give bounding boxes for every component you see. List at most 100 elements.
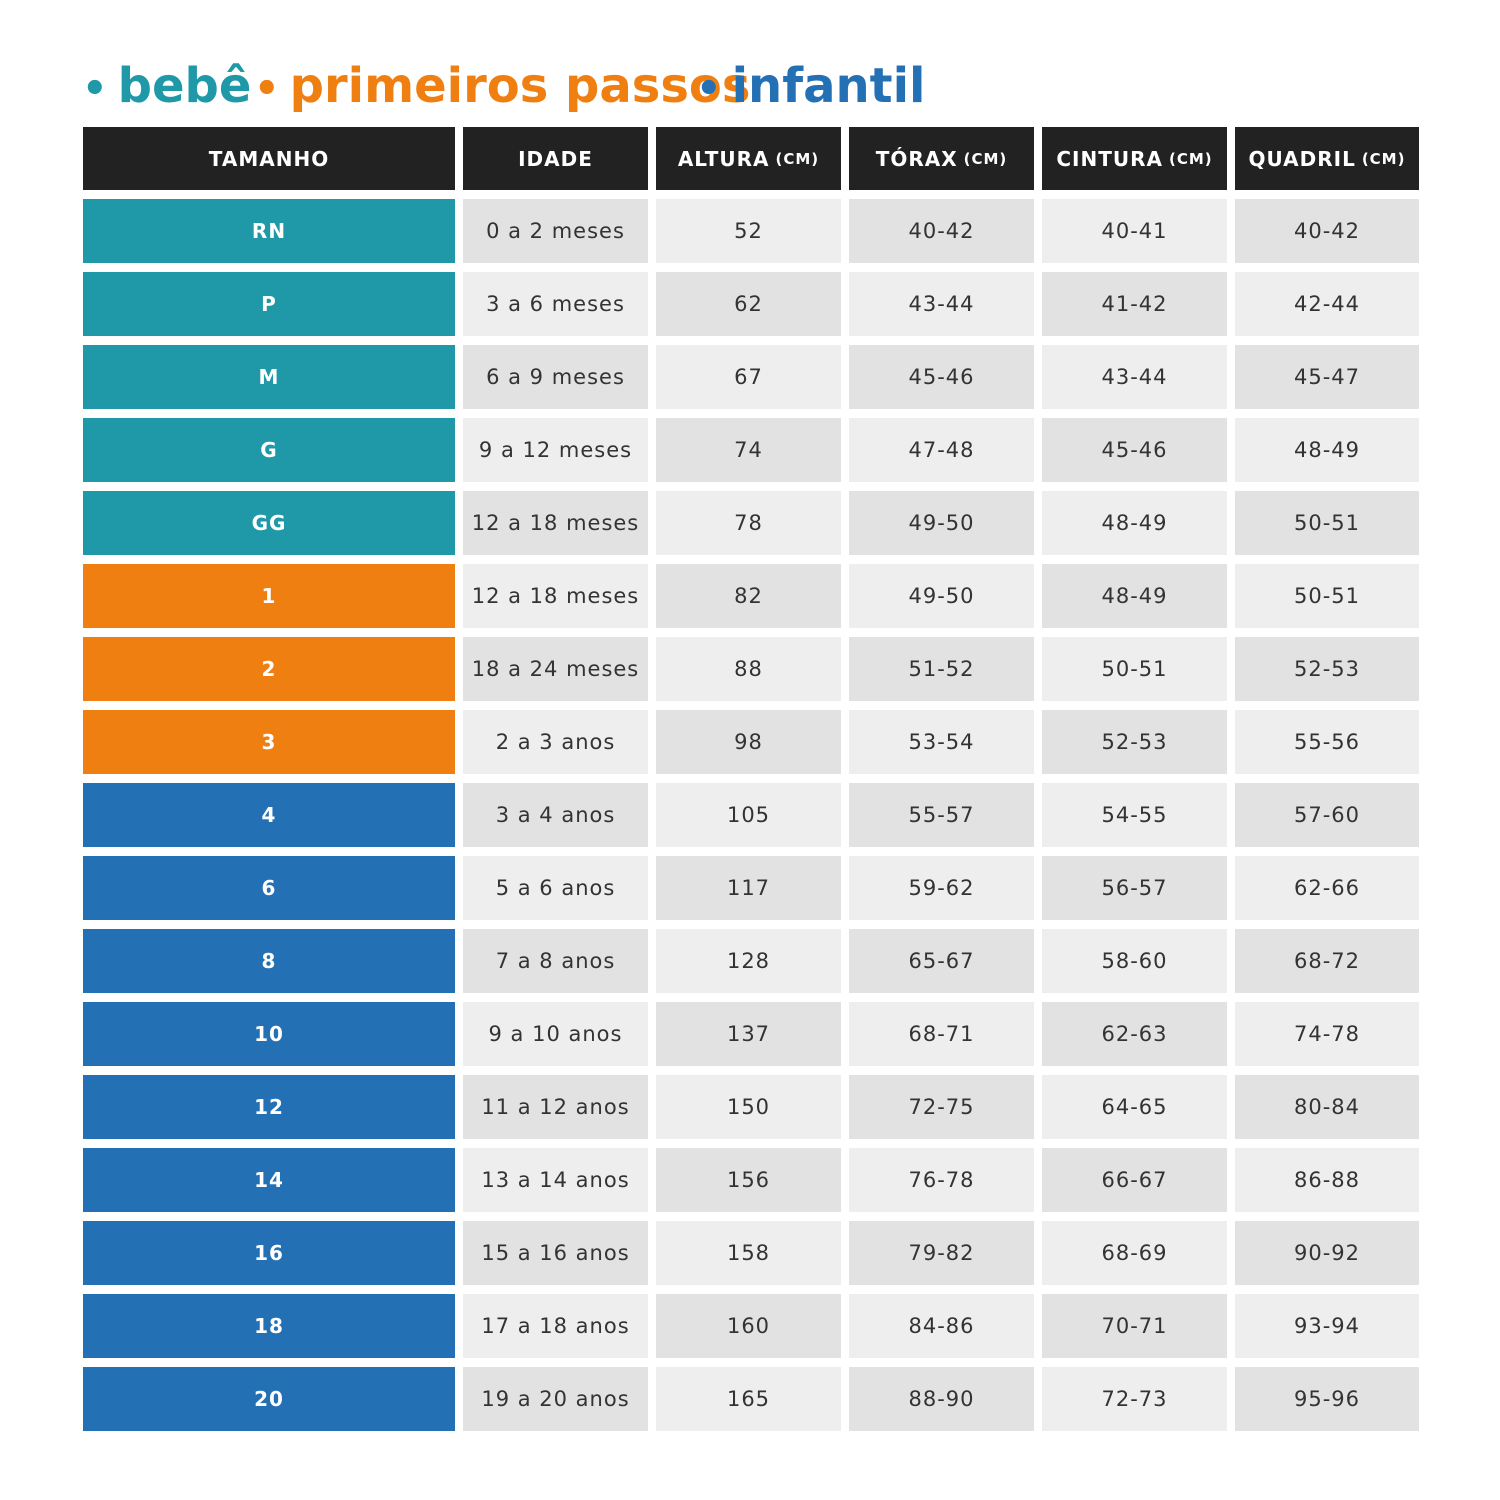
header-unit: (CM) [775, 149, 820, 168]
legend-dot: • [696, 66, 722, 112]
data-cell: 78 [656, 491, 841, 555]
data-cell: 72-73 [1042, 1367, 1227, 1431]
legend-label: infantil [731, 58, 926, 114]
data-cell: 50-51 [1235, 491, 1419, 555]
data-cell: 0 a 2 meses [463, 199, 648, 263]
data-cell: 48-49 [1042, 564, 1227, 628]
size-cell: 12 [83, 1075, 455, 1139]
size-cell: 6 [83, 856, 455, 920]
data-cell: 62 [656, 272, 841, 336]
size-cell: 20 [83, 1367, 455, 1431]
header-cell: ALTURA (CM) [656, 127, 841, 190]
header-label: CINTURA [1056, 146, 1163, 171]
data-cell: 62-66 [1235, 856, 1419, 920]
header-cell: IDADE [463, 127, 648, 190]
data-cell: 2 a 3 anos [463, 710, 648, 774]
data-cell: 150 [656, 1075, 841, 1139]
size-cell: 1 [83, 564, 455, 628]
data-cell: 56-57 [1042, 856, 1227, 920]
data-cell: 117 [656, 856, 841, 920]
header-label: TÓRAX [875, 146, 958, 171]
data-cell: 18 a 24 meses [463, 637, 648, 701]
legend-item: • bebê [82, 58, 251, 114]
data-cell: 74 [656, 418, 841, 482]
data-cell: 13 a 14 anos [463, 1148, 648, 1212]
data-cell: 57-60 [1235, 783, 1419, 847]
data-cell: 74-78 [1235, 1002, 1419, 1066]
data-cell: 41-42 [1042, 272, 1227, 336]
data-cell: 88-90 [849, 1367, 1034, 1431]
data-cell: 48-49 [1235, 418, 1419, 482]
data-cell: 82 [656, 564, 841, 628]
size-cell: 4 [83, 783, 455, 847]
legend-label: primeiros passos [289, 58, 751, 114]
data-cell: 137 [656, 1002, 841, 1066]
header-unit: (CM) [963, 149, 1008, 168]
data-cell: 51-52 [849, 637, 1034, 701]
data-cell: 58-60 [1042, 929, 1227, 993]
data-cell: 43-44 [849, 272, 1034, 336]
data-cell: 9 a 12 meses [463, 418, 648, 482]
data-cell: 17 a 18 anos [463, 1294, 648, 1358]
data-cell: 98 [656, 710, 841, 774]
data-cell: 6 a 9 meses [463, 345, 648, 409]
size-cell: 3 [83, 710, 455, 774]
data-cell: 9 a 10 anos [463, 1002, 648, 1066]
size-cell: 2 [83, 637, 455, 701]
data-cell: 19 a 20 anos [463, 1367, 648, 1431]
data-cell: 88 [656, 637, 841, 701]
data-cell: 7 a 8 anos [463, 929, 648, 993]
data-cell: 160 [656, 1294, 841, 1358]
data-cell: 76-78 [849, 1148, 1034, 1212]
legend-dot: • [254, 66, 280, 112]
data-cell: 105 [656, 783, 841, 847]
data-cell: 90-92 [1235, 1221, 1419, 1285]
legend-item: • infantil [696, 58, 926, 114]
data-cell: 165 [656, 1367, 841, 1431]
data-cell: 52-53 [1042, 710, 1227, 774]
header-cell: CINTURA (CM) [1042, 127, 1227, 190]
data-cell: 66-67 [1042, 1148, 1227, 1212]
size-cell: 10 [83, 1002, 455, 1066]
header-label: QUADRIL [1248, 146, 1356, 171]
data-cell: 49-50 [849, 491, 1034, 555]
data-cell: 3 a 4 anos [463, 783, 648, 847]
data-cell: 40-42 [1235, 199, 1419, 263]
data-cell: 68-71 [849, 1002, 1034, 1066]
header-unit: (CM) [1168, 149, 1213, 168]
data-cell: 52 [656, 199, 841, 263]
legend-dot: • [82, 66, 108, 112]
header-cell: TAMANHO [83, 127, 455, 190]
data-cell: 68-72 [1235, 929, 1419, 993]
data-cell: 79-82 [849, 1221, 1034, 1285]
size-cell: 18 [83, 1294, 455, 1358]
data-cell: 42-44 [1235, 272, 1419, 336]
data-cell: 59-62 [849, 856, 1034, 920]
data-cell: 62-63 [1042, 1002, 1227, 1066]
header-label: ALTURA [677, 146, 770, 171]
data-cell: 68-69 [1042, 1221, 1227, 1285]
data-cell: 47-48 [849, 418, 1034, 482]
data-cell: 45-47 [1235, 345, 1419, 409]
data-cell: 67 [656, 345, 841, 409]
size-cell: GG [83, 491, 455, 555]
data-cell: 84-86 [849, 1294, 1034, 1358]
header-cell: QUADRIL (CM) [1235, 127, 1419, 190]
data-cell: 86-88 [1235, 1148, 1419, 1212]
data-cell: 95-96 [1235, 1367, 1419, 1431]
data-cell: 11 a 12 anos [463, 1075, 648, 1139]
size-cell: M [83, 345, 455, 409]
size-cell: 8 [83, 929, 455, 993]
data-cell: 12 a 18 meses [463, 491, 648, 555]
data-cell: 64-65 [1042, 1075, 1227, 1139]
data-cell: 45-46 [849, 345, 1034, 409]
data-cell: 50-51 [1042, 637, 1227, 701]
data-cell: 55-57 [849, 783, 1034, 847]
data-cell: 54-55 [1042, 783, 1227, 847]
size-cell: P [83, 272, 455, 336]
data-cell: 5 a 6 anos [463, 856, 648, 920]
data-cell: 128 [656, 929, 841, 993]
header-label: TAMANHO [208, 146, 330, 171]
data-cell: 158 [656, 1221, 841, 1285]
